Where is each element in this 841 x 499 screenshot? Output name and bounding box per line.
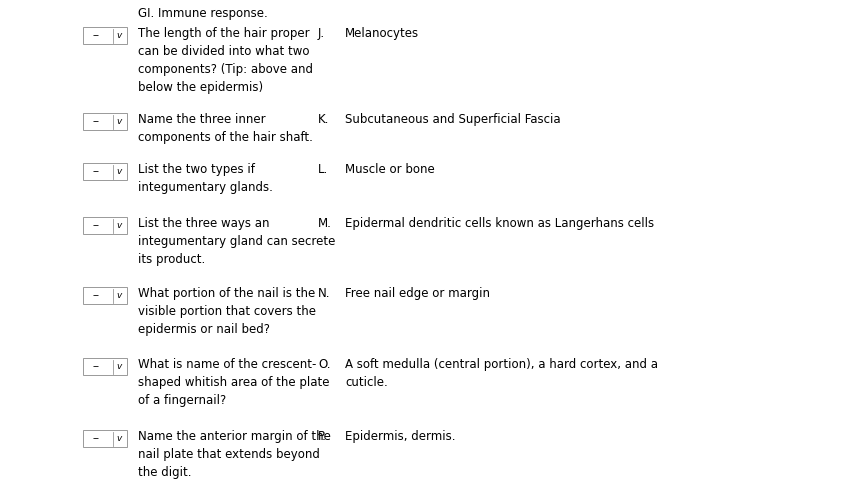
Text: --: --	[93, 290, 100, 300]
Text: What is name of the crescent-
shaped whitish area of the plate
of a fingernail?: What is name of the crescent- shaped whi…	[138, 358, 330, 407]
FancyBboxPatch shape	[83, 163, 127, 180]
Text: List the three ways an
integumentary gland can secrete
its product.: List the three ways an integumentary gla…	[138, 217, 336, 266]
Text: Subcutaneous and Superficial Fascia: Subcutaneous and Superficial Fascia	[345, 113, 561, 126]
Text: --: --	[93, 30, 100, 40]
Text: --: --	[93, 361, 100, 371]
FancyBboxPatch shape	[83, 27, 127, 44]
Text: --: --	[93, 167, 100, 177]
Text: v: v	[116, 221, 121, 230]
Text: v: v	[116, 434, 121, 443]
Text: L.: L.	[318, 163, 328, 176]
Text: O.: O.	[318, 358, 331, 371]
Text: K.: K.	[318, 113, 330, 126]
Text: v: v	[116, 362, 121, 371]
Text: P.: P.	[318, 430, 327, 443]
FancyBboxPatch shape	[83, 113, 127, 130]
FancyBboxPatch shape	[83, 430, 127, 447]
Text: Melanocytes: Melanocytes	[345, 27, 419, 40]
Text: Free nail edge or margin: Free nail edge or margin	[345, 287, 490, 300]
Text: v: v	[116, 31, 121, 40]
FancyBboxPatch shape	[83, 217, 127, 234]
Text: The length of the hair proper
can be divided into what two
components? (Tip: abo: The length of the hair proper can be div…	[138, 27, 313, 94]
FancyBboxPatch shape	[83, 287, 127, 304]
Text: J.: J.	[318, 27, 325, 40]
Text: What portion of the nail is the
visible portion that covers the
epidermis or nai: What portion of the nail is the visible …	[138, 287, 316, 336]
Text: GI. Immune response.: GI. Immune response.	[138, 7, 267, 20]
Text: M.: M.	[318, 217, 332, 230]
Text: Epidermis, dermis.: Epidermis, dermis.	[345, 430, 456, 443]
Text: --: --	[93, 434, 100, 444]
Text: List the two types if
integumentary glands.: List the two types if integumentary glan…	[138, 163, 272, 194]
Text: Name the anterior margin of the
nail plate that extends beyond
the digit.: Name the anterior margin of the nail pla…	[138, 430, 331, 479]
Text: v: v	[116, 167, 121, 176]
Text: v: v	[116, 117, 121, 126]
Text: Muscle or bone: Muscle or bone	[345, 163, 435, 176]
Text: N.: N.	[318, 287, 331, 300]
Text: v: v	[116, 291, 121, 300]
Text: --: --	[93, 116, 100, 127]
FancyBboxPatch shape	[83, 358, 127, 375]
Text: A soft medulla (central portion), a hard cortex, and a
cuticle.: A soft medulla (central portion), a hard…	[345, 358, 658, 389]
Text: Name the three inner
components of the hair shaft.: Name the three inner components of the h…	[138, 113, 313, 144]
Text: --: --	[93, 221, 100, 231]
Text: Epidermal dendritic cells known as Langerhans cells: Epidermal dendritic cells known as Lange…	[345, 217, 654, 230]
